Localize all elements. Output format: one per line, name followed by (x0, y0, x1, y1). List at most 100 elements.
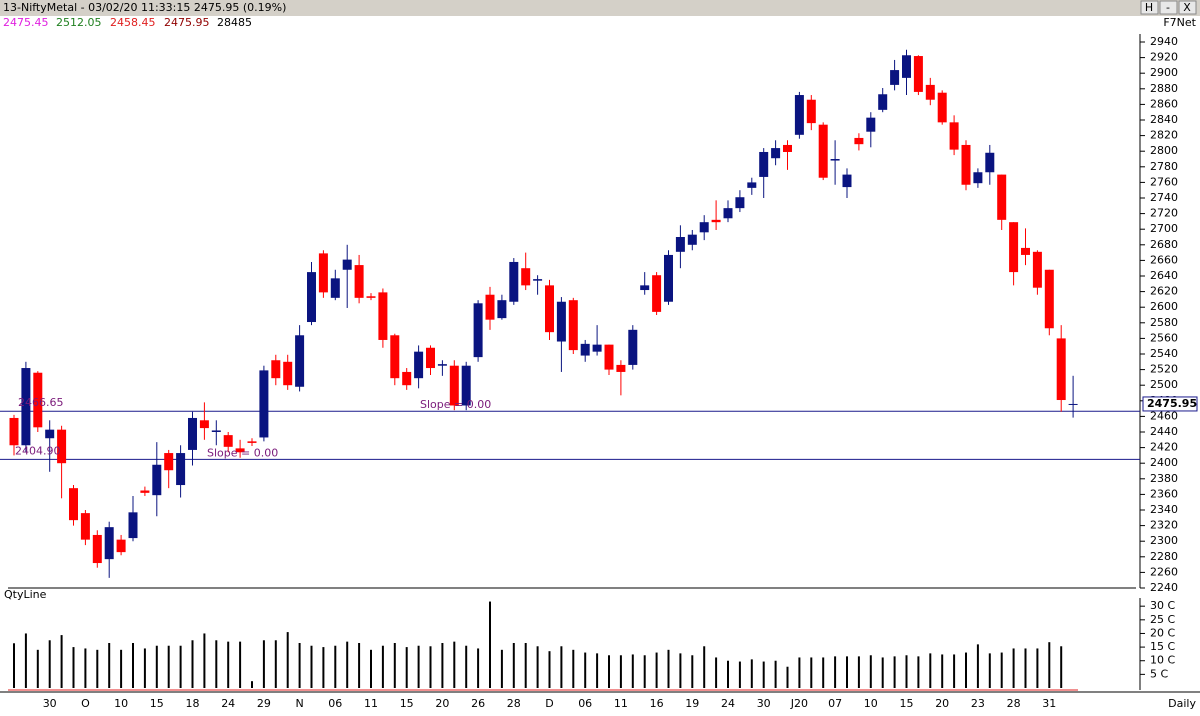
candle-body (687, 234, 697, 245)
candle-body (378, 292, 388, 340)
candle-body (830, 159, 840, 161)
candle-body (747, 182, 757, 188)
y-tick-label: 2440 (1150, 425, 1178, 438)
x-tick-label: 10 (114, 697, 128, 710)
candle-body (128, 512, 138, 539)
period-label: Daily (1168, 697, 1196, 710)
candle-body (318, 253, 328, 293)
candle-body (235, 448, 245, 453)
x-tick-label: 10 (864, 697, 878, 710)
button-label[interactable]: - (1166, 1, 1170, 14)
button-label[interactable]: X (1183, 1, 1191, 14)
candle-body (925, 84, 935, 100)
y-tick-label: 2740 (1150, 191, 1178, 204)
x-tick-label: 11 (364, 697, 378, 710)
candle-body (1032, 251, 1042, 288)
volume-title: QtyLine (4, 588, 47, 601)
x-tick-label: 16 (650, 697, 664, 710)
quote-high: 2512.05 (56, 16, 102, 29)
quote-low: 2458.45 (110, 16, 156, 29)
x-tick-label: 07 (828, 697, 842, 710)
y-tick-label: 2600 (1150, 300, 1178, 313)
candle-body (69, 488, 78, 521)
x-tick-label: 19 (685, 697, 699, 710)
candle-body (628, 329, 638, 365)
x-tick-label: 15 (400, 697, 414, 710)
level-label: 2404.90 (15, 444, 61, 457)
y-tick-label: 2300 (1150, 534, 1178, 547)
candle-body (783, 144, 792, 152)
y-tick-label: 2280 (1150, 550, 1178, 563)
candle-body (616, 364, 626, 372)
x-tick-label: N (295, 697, 303, 710)
candle-body (545, 285, 554, 333)
candle-body (533, 279, 543, 281)
y-tick-label: 2820 (1150, 129, 1178, 142)
x-tick-label: 28 (507, 697, 521, 710)
window-button[interactable] (1178, 0, 1197, 15)
candle-body (152, 464, 162, 496)
candle-body (259, 370, 269, 438)
x-tick-label: 29 (257, 697, 271, 710)
candle-body (866, 117, 876, 132)
candle-body (878, 94, 888, 110)
candle-body (92, 534, 102, 564)
candle-body (45, 429, 55, 439)
x-tick-label: D (545, 697, 553, 710)
candle-body (80, 513, 90, 540)
y-tick-label: 2380 (1150, 472, 1178, 485)
volume-tick-label: 20 C (1150, 626, 1175, 639)
candle-body (104, 527, 114, 560)
y-tick-label: 2320 (1150, 519, 1178, 532)
y-tick-label: 2340 (1150, 503, 1178, 516)
candle-body (521, 268, 531, 286)
candle-body (342, 259, 352, 270)
candle-body (1056, 338, 1066, 401)
y-tick-label: 2840 (1150, 113, 1178, 126)
candle-body (723, 208, 733, 219)
y-tick-label: 2260 (1150, 565, 1178, 578)
candle-body (283, 361, 293, 386)
y-tick-label: 2860 (1150, 97, 1178, 110)
button-label[interactable]: H (1145, 1, 1153, 14)
candle-body (794, 95, 804, 135)
window-button[interactable] (1140, 0, 1159, 15)
candle-body (842, 174, 852, 188)
candle-body (854, 137, 864, 145)
candle-body (199, 420, 209, 429)
quote-volume: 28485 (217, 16, 252, 29)
candle-body (652, 275, 662, 312)
candle-body (57, 429, 67, 464)
candle-body (675, 237, 685, 252)
candle-body (985, 152, 995, 173)
candle-body (176, 453, 186, 486)
candle-body (711, 219, 721, 223)
candle-body (759, 151, 769, 177)
quote-open: 2475.45 (3, 16, 49, 29)
window-button[interactable] (1159, 0, 1178, 15)
y-tick-label: 2540 (1150, 347, 1178, 360)
candle-body (402, 371, 412, 386)
x-tick-label: 26 (471, 697, 485, 710)
y-tick-label: 2700 (1150, 222, 1178, 235)
candle-body (580, 343, 590, 356)
x-tick-label: 06 (578, 697, 592, 710)
y-tick-label: 2920 (1150, 51, 1178, 64)
y-tick-label: 2400 (1150, 456, 1178, 469)
candle-body (223, 435, 233, 447)
candle-body (9, 417, 19, 446)
candle-body (330, 278, 340, 298)
x-tick-label: 15 (900, 697, 914, 710)
volume-tick-label: 15 C (1150, 640, 1175, 653)
y-tick-label: 2520 (1150, 363, 1178, 376)
x-tick-label: O (81, 697, 90, 710)
level-note: Slope = 0.00 (420, 398, 491, 411)
candle-body (211, 430, 221, 432)
x-tick-label: 15 (150, 697, 164, 710)
candle-body (556, 301, 566, 342)
title-bar (0, 0, 1200, 16)
candle-body (961, 144, 971, 185)
candle-body (247, 441, 257, 443)
candle-body (806, 99, 816, 124)
